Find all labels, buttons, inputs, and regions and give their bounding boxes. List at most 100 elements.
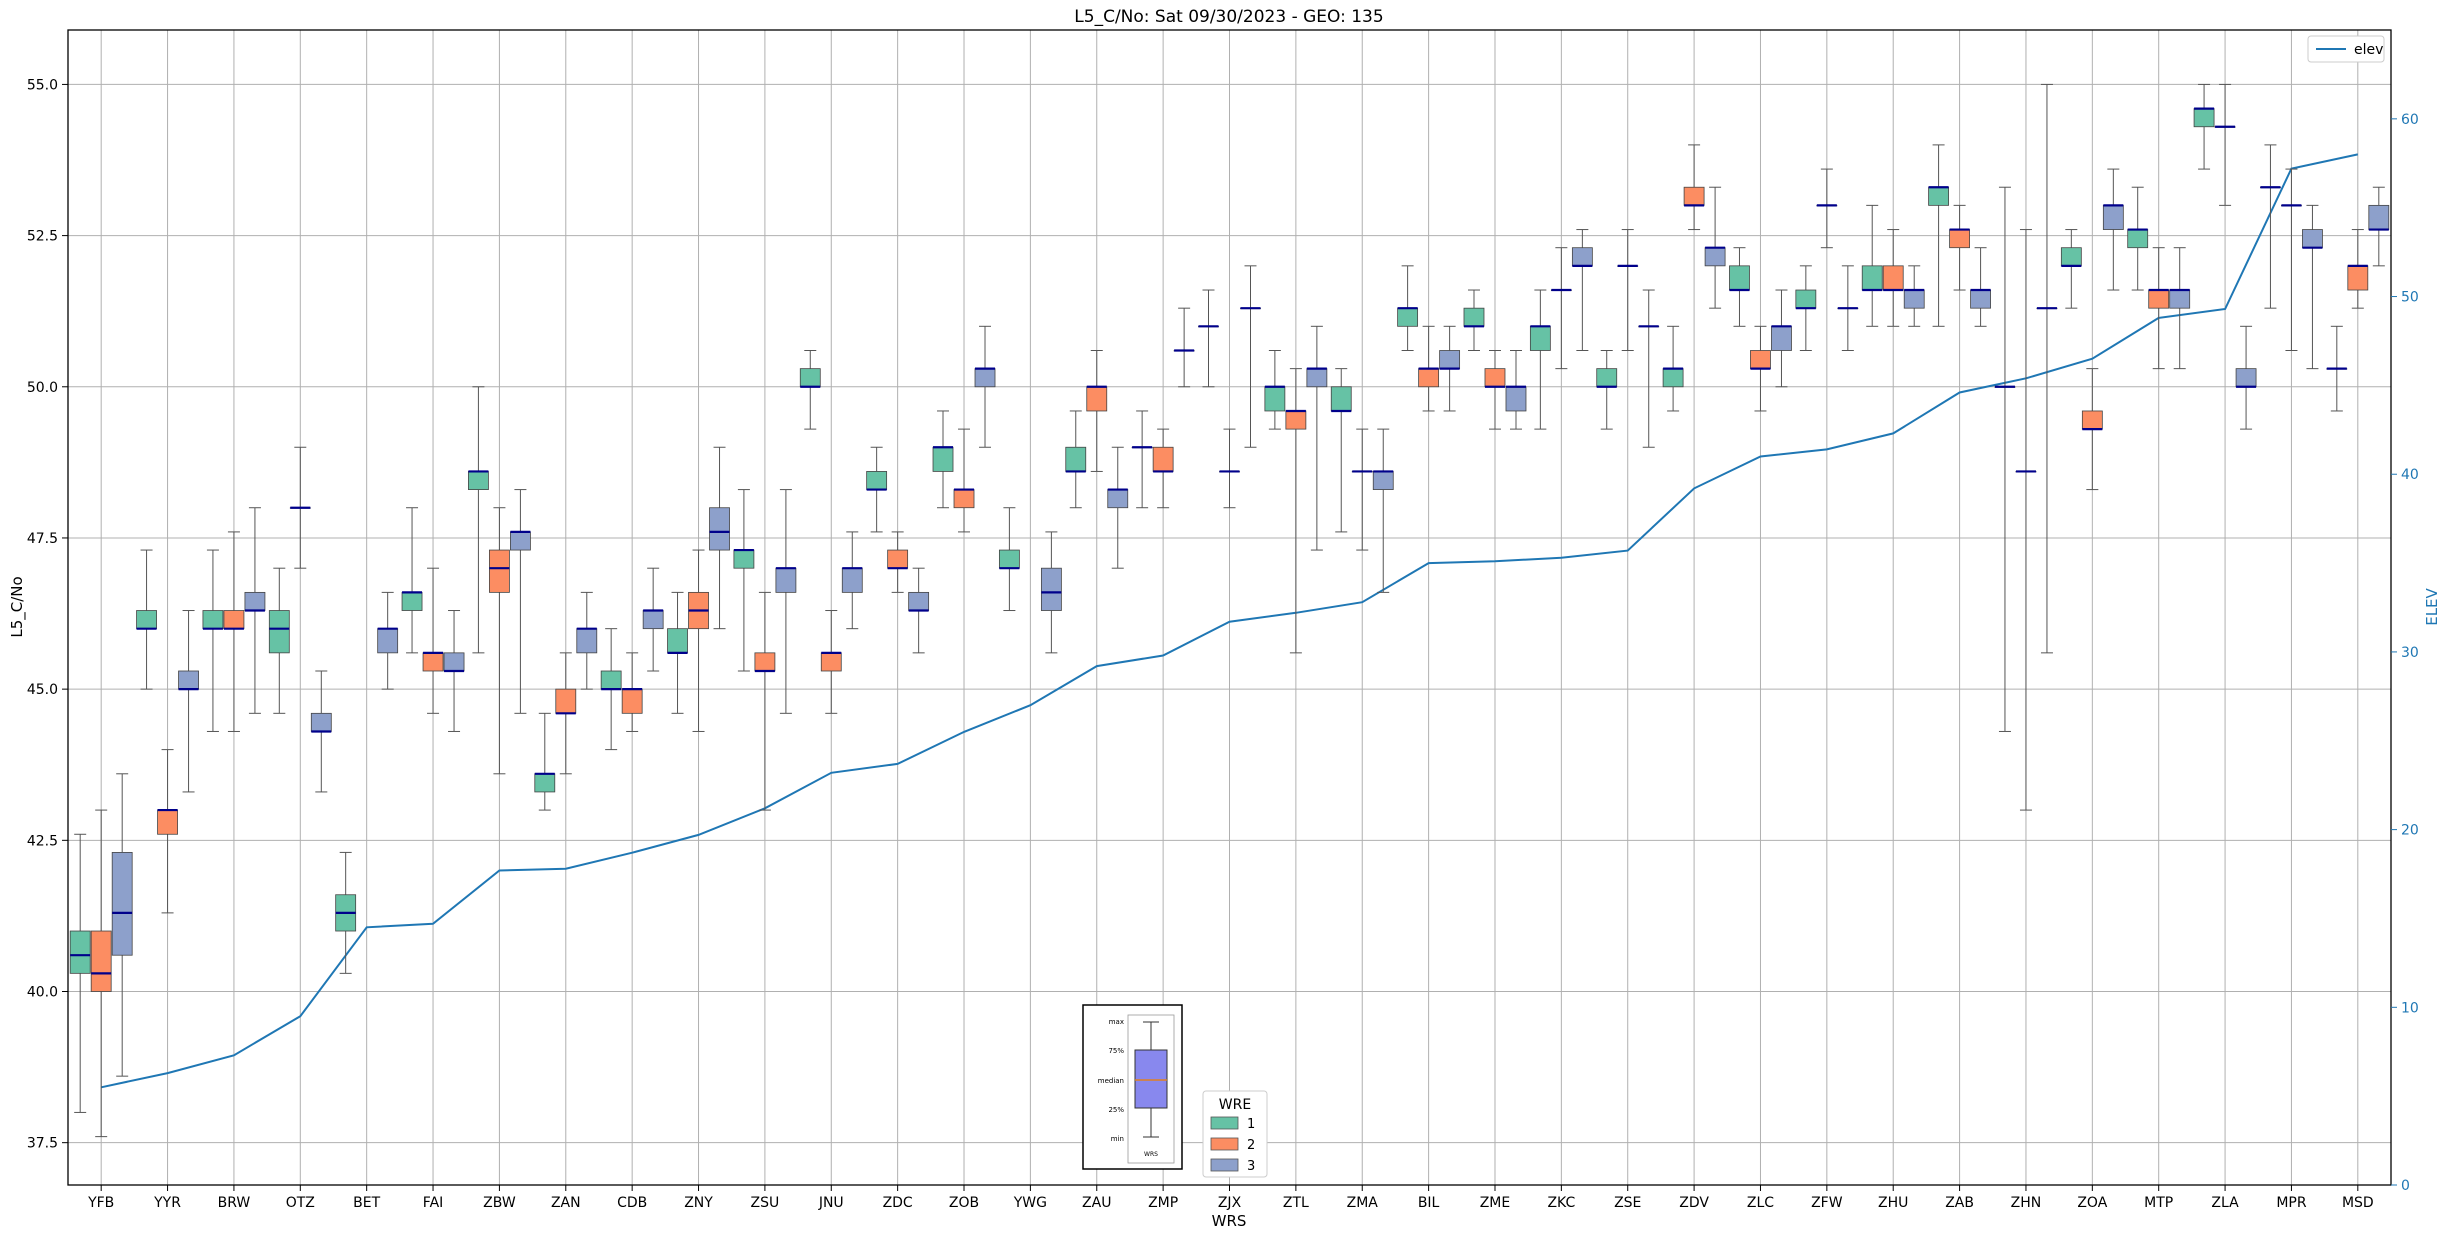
box-zla-wre3: [2235, 325, 2257, 430]
box-zny-wre3: [709, 446, 730, 630]
x-tick-label: ZTL: [1283, 1195, 1309, 1211]
x-tick-label: ZKC: [1547, 1195, 1575, 1211]
box-zab-wre2: [1949, 204, 1970, 291]
wre-legend-label-3: 3: [1247, 1159, 1255, 1174]
box-iqr: [178, 670, 199, 690]
box-zma-wre1: [1330, 368, 1352, 533]
box-iqr: [2102, 204, 2124, 230]
box-otz-wre1: [268, 567, 290, 714]
x-tick-label: ZAU: [1082, 1195, 1111, 1211]
box-iqr: [1750, 350, 1771, 370]
box-msd-wre1: [2326, 325, 2348, 412]
box-zsu-wre3: [775, 489, 797, 714]
box-iqr: [2169, 289, 2191, 309]
box-iqr: [908, 591, 930, 611]
box-zjx-wre2: [1219, 428, 1240, 509]
explainer-box: [1134, 1049, 1168, 1109]
box-iqr: [223, 610, 245, 630]
box-iqr: [268, 610, 290, 654]
box-zlc-wre1: [1729, 247, 1750, 327]
y2-axis-label: ELEV: [2423, 587, 2441, 625]
x-tick-label: JNU: [818, 1195, 844, 1211]
box-zdc-wre3: [908, 567, 930, 654]
box-zdv-wre3: [1704, 186, 1726, 309]
box-zny-wre1: [667, 591, 688, 714]
wre-legend-label-1: 1: [1247, 1117, 1255, 1132]
x-tick-label: ZMP: [1148, 1195, 1178, 1211]
x-tick-label: ZFW: [1811, 1195, 1843, 1211]
x-tick-label: ZSE: [1614, 1195, 1641, 1211]
box-iqr: [1505, 386, 1527, 412]
box-zob-wre2: [953, 428, 975, 533]
box-zse-wre3: [1638, 289, 1660, 448]
box-brw-wre2: [223, 531, 245, 732]
box-iqr: [1285, 410, 1307, 430]
box-iqr: [1861, 265, 1883, 291]
x-tick-label: ZAB: [1945, 1195, 1974, 1211]
x-tick-label: YYR: [153, 1195, 181, 1211]
box-zma-wre3: [1372, 428, 1394, 593]
box-bil-wre1: [1397, 265, 1419, 351]
box-iqr: [887, 549, 909, 569]
box-iqr: [2081, 410, 2103, 430]
box-iqr: [1264, 386, 1286, 412]
box-iqr: [1418, 368, 1440, 388]
elev-series: [100, 153, 2359, 1089]
x-tick-label: ZDC: [883, 1195, 913, 1211]
box-zhn-wre2: [2015, 229, 2037, 811]
x-tick-label: ZLC: [1747, 1195, 1774, 1211]
box-zjx-wre1: [1198, 289, 1219, 388]
wre-legend: WRE 1 2 3: [1202, 1090, 1268, 1178]
box-zob-wre3: [974, 325, 996, 448]
x-tick-label: FAI: [423, 1195, 443, 1211]
box-zau-wre2: [1086, 349, 1108, 472]
wre-legend-swatch-3: [1210, 1158, 1239, 1172]
box-zse-wre2: [1617, 229, 1639, 351]
x-tick-label: ZLA: [2211, 1195, 2239, 1211]
box-iqr: [1704, 247, 1726, 267]
box-zhu-wre1: [1861, 204, 1883, 327]
box-iqr: [775, 567, 797, 593]
box-bet-wre3: [377, 591, 399, 690]
chart-title: L5_C/No: Sat 09/30/2023 - GEO: 135: [1074, 7, 1383, 27]
box-iqr: [600, 670, 622, 690]
box-msd-wre2: [2347, 229, 2369, 309]
box-iqr: [1463, 307, 1485, 327]
box-iqr: [1596, 368, 1618, 388]
box-cdb-wre2: [621, 652, 643, 732]
box-iqr: [111, 852, 133, 956]
x-tick-label: ZMA: [1347, 1195, 1379, 1211]
box-yyr-wre1: [136, 549, 157, 690]
box-zfw-wre2: [1816, 168, 1838, 249]
box-zme-wre3: [1505, 349, 1527, 430]
box-iqr: [866, 471, 888, 490]
box-zbw-wre3: [510, 489, 531, 714]
box-zse-wre1: [1596, 349, 1618, 430]
box-zma-wre2: [1351, 428, 1373, 551]
explainer-label-median: median: [1098, 1077, 1124, 1085]
x-tick-label: MPR: [2276, 1195, 2307, 1211]
box-yyr-wre2: [157, 749, 178, 914]
box-iqr: [1571, 247, 1593, 267]
x-tick-label: ZOA: [2077, 1195, 2107, 1211]
x-axis-label: WRS: [1212, 1212, 1247, 1230]
box-iqr: [974, 368, 996, 388]
box-msd-wre3: [2368, 186, 2390, 267]
box-iqr: [2060, 247, 2082, 267]
x-tick-label: ZNY: [684, 1195, 713, 1211]
box-iqr: [1065, 446, 1087, 472]
box-zmp-wre3: [1173, 307, 1195, 388]
x-tick-label: ZAN: [551, 1195, 581, 1211]
box-zan-wre1: [534, 712, 556, 811]
box-iqr: [510, 531, 531, 551]
box-zdv-wre1: [1662, 325, 1684, 412]
box-iqr: [621, 688, 643, 714]
x-tick-label: ZHN: [2011, 1195, 2042, 1211]
y2-tick-label: 50: [2401, 290, 2419, 306]
box-zhn-wre1: [1994, 186, 2016, 732]
elev-line: [100, 153, 2359, 1089]
box-iqr: [2127, 229, 2149, 249]
wre-legend-swatch-2: [1210, 1137, 1239, 1151]
box-iqr: [1662, 368, 1684, 388]
box-iqr: [953, 489, 975, 509]
